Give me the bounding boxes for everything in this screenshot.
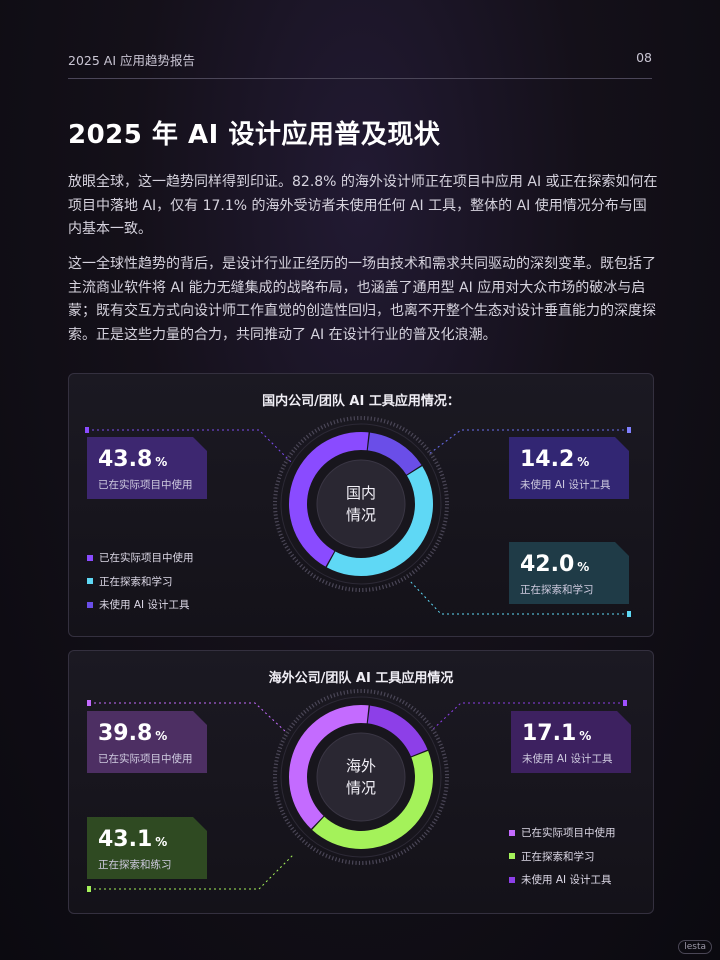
domestic-center-label-line2: 情况 [345,506,376,524]
domestic-donut-chart [273,416,449,592]
overseas-card-used-label: 已在实际项目中使用 [98,753,193,765]
overseas-legend-item: 已在实际项目中使用 [509,821,616,845]
legend-swatch [87,578,93,585]
domestic-card-used-unit: % [155,455,168,469]
overseas-card-notused: 17.1% 未使用 AI 设计工具 [511,711,631,773]
domestic-card-exploring-unit: % [577,560,590,574]
overseas-donut-chart [273,689,449,865]
overseas-legend: 已在实际项目中使用 正在探索和学习 未使用 AI 设计工具 [509,821,616,892]
donut-slice-used [289,705,369,829]
domestic-card-exploring-label: 正在探索和学习 [520,584,594,596]
overseas-chart-panel: 海外公司/团队 AI 工具应用情况 39.8% 已在实际项目中使用 17.1% … [68,650,654,914]
overseas-card-notused-label: 未使用 AI 设计工具 [522,753,613,765]
domestic-legend: 已在实际项目中使用 正在探索和学习 未使用 AI 设计工具 [87,546,194,617]
legend-swatch [87,601,93,608]
domestic-card-notused-value: 14.2 [520,447,575,472]
overseas-card-exploring: 43.1% 正在探索和练习 [87,817,207,879]
overseas-chart-title: 海外公司/团队 AI 工具应用情况 [268,671,454,686]
page-title: 2025 年 AI 设计应用普及现状 [68,120,441,150]
overseas-connectors [87,700,627,892]
domestic-card-used: 43.8% 已在实际项目中使用 [87,437,207,499]
legend-label: 已在实际项目中使用 [99,552,194,565]
overseas-legend-item: 未使用 AI 设计工具 [509,868,616,892]
overseas-card-exploring-value: 43.1 [98,827,153,852]
legend-label: 未使用 AI 设计工具 [521,874,612,887]
overseas-card-notused-unit: % [579,729,592,743]
legend-swatch [509,876,515,883]
overseas-center-label: 海外 情况 [331,755,391,799]
overseas-card-used-value: 39.8 [98,721,153,746]
domestic-center-label-line1: 国内 [345,484,376,502]
donut-center [316,732,406,822]
legend-swatch [87,554,93,561]
legend-label: 正在探索和学习 [521,850,595,863]
domestic-center-label: 国内 情况 [331,482,391,526]
legend-swatch [509,829,515,836]
watermark: lesta [678,940,712,954]
domestic-legend-item: 未使用 AI 设计工具 [87,593,194,617]
overseas-card-used-unit: % [155,729,168,743]
paragraph-1: 放眼全球，这一趋势同样得到印证。82.8% 的海外设计师正在项目中应用 AI 或… [68,174,658,237]
domestic-legend-item: 正在探索和学习 [87,570,194,594]
donut-tick-ring [273,416,449,592]
page-number: 08 [636,50,652,65]
overseas-card-exploring-unit: % [155,835,168,849]
domestic-card-exploring-value: 42.0 [520,552,575,577]
domestic-connectors [85,427,631,617]
donut-slice-exploring [326,466,433,576]
donut-center [316,459,406,549]
donut-tick-ring [273,689,449,865]
overseas-card-used: 39.8% 已在实际项目中使用 [87,711,207,773]
legend-label: 正在探索和学习 [99,575,173,588]
domestic-legend-item: 已在实际项目中使用 [87,546,194,570]
donut-slice-not-used [367,705,428,757]
donut-slice-not-used [367,432,422,475]
donut-slice-exploring [312,750,433,849]
domestic-card-notused-unit: % [577,455,590,469]
domestic-card-used-label: 已在实际项目中使用 [98,479,193,491]
donut-slice-used [289,432,369,567]
report-title: 2025 AI 应用趋势报告 [68,53,195,68]
domestic-card-notused: 14.2% 未使用 AI 设计工具 [509,437,629,499]
domestic-card-used-value: 43.8 [98,447,153,472]
overseas-legend-item: 正在探索和学习 [509,845,616,869]
domestic-card-exploring: 42.0% 正在探索和学习 [509,542,629,604]
legend-label: 未使用 AI 设计工具 [99,599,190,612]
paragraph-2: 这一全球性趋势的背后，是设计行业正经历的一场由技术和需求共同驱动的深刻变革。既包… [68,256,656,343]
legend-label: 已在实际项目中使用 [521,827,616,840]
overseas-center-label-line2: 情况 [345,779,376,797]
overseas-center-label-line1: 海外 [345,757,376,775]
domestic-chart-panel: 国内公司/团队 AI 工具应用情况： 43.8% 已在实际项目中使用 14.2%… [68,373,654,637]
overseas-card-exploring-label: 正在探索和练习 [98,859,172,871]
domestic-card-notused-label: 未使用 AI 设计工具 [520,479,611,491]
overseas-card-notused-value: 17.1 [522,721,577,746]
page-header: 2025 AI 应用趋势报告 08 [68,48,652,79]
domestic-chart-title: 国内公司/团队 AI 工具应用情况： [262,394,460,409]
legend-swatch [509,853,515,860]
